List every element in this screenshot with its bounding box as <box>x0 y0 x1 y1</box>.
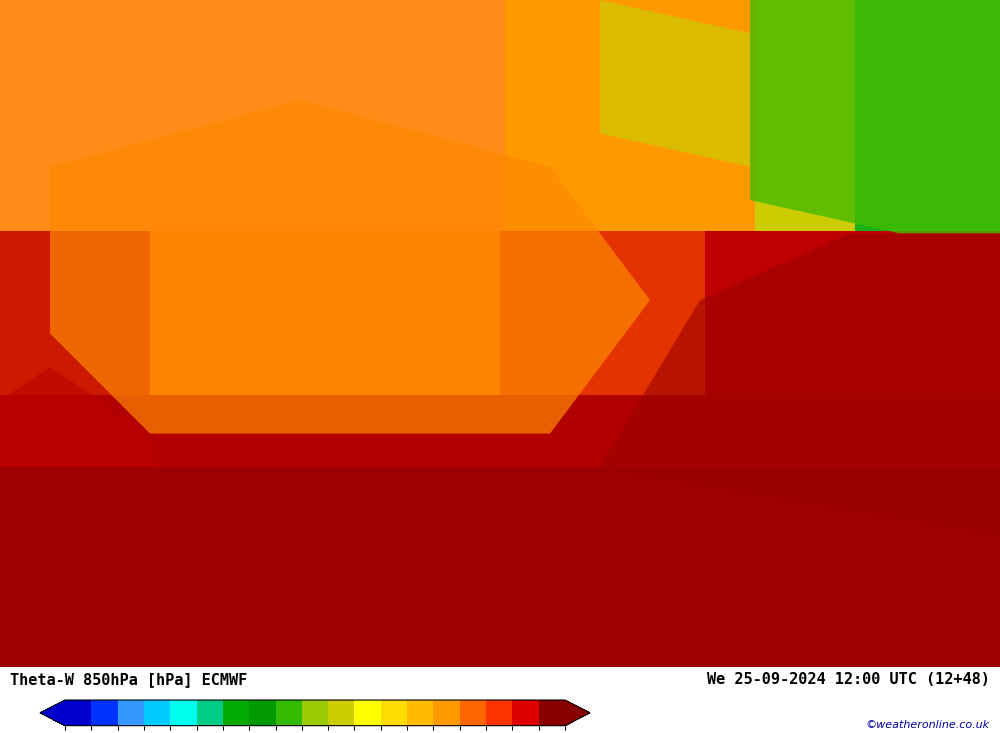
Polygon shape <box>600 0 750 167</box>
Polygon shape <box>50 100 650 434</box>
Polygon shape <box>0 366 200 667</box>
Polygon shape <box>600 233 1000 534</box>
Bar <box>0 467 1000 667</box>
PathPatch shape <box>565 700 590 726</box>
Text: We 25-09-2024 12:00 UTC (12+48): We 25-09-2024 12:00 UTC (12+48) <box>707 672 990 688</box>
Text: ©weatheronline.co.uk: ©weatheronline.co.uk <box>866 720 990 730</box>
Polygon shape <box>750 0 1000 233</box>
PathPatch shape <box>40 700 65 726</box>
Text: Theta-W 850hPa [hPa] ECMWF: Theta-W 850hPa [hPa] ECMWF <box>10 672 247 688</box>
